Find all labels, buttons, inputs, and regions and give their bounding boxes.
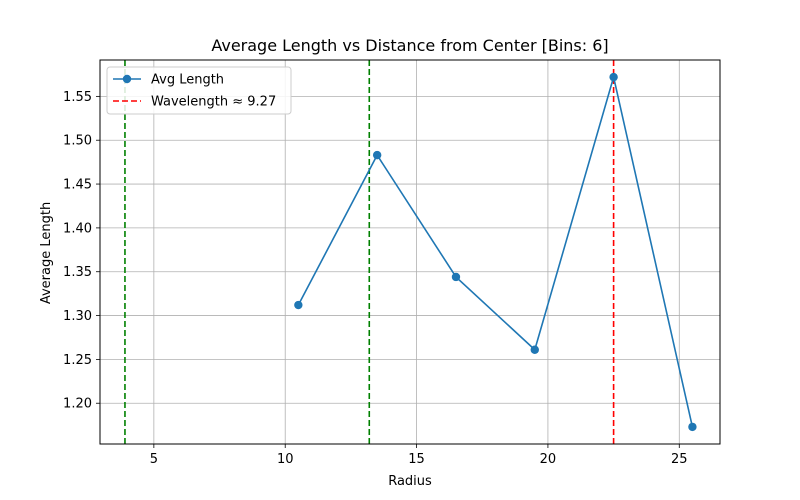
y-axis-title: Average Length <box>39 202 54 304</box>
x-tick-label: 10 <box>277 452 294 467</box>
ticks: 5 10 15 20 25 1.20 1.25 1.30 1.35 1.40 1.45 1.50 1.5… <box>63 90 688 467</box>
x-tick-label: 20 <box>540 452 557 467</box>
series-line <box>297 76 694 428</box>
y-tick-label: 1.35 <box>63 265 92 280</box>
y-tick-label: 1.45 <box>63 178 92 193</box>
data-point <box>294 300 303 310</box>
legend-box <box>106 66 292 115</box>
legend-label: Avg Length <box>151 73 224 88</box>
data-point <box>688 422 697 432</box>
data-point <box>530 345 539 354</box>
x-tick-label: 5 <box>150 452 158 467</box>
plot-frame <box>99 59 721 445</box>
y-tick-label: 1.40 <box>63 221 92 236</box>
data-point <box>372 150 382 160</box>
y-tick-label: 1.20 <box>63 397 92 412</box>
y-tick-label: 1.30 <box>63 309 92 324</box>
grid <box>100 60 720 444</box>
series <box>294 72 697 432</box>
reference-lines <box>124 60 615 444</box>
y-tick-label: 1.55 <box>63 90 92 105</box>
legend-marker-swatch <box>122 74 132 84</box>
legend-label: Wavelength ≈ 9.27 <box>151 95 276 110</box>
data-point <box>451 272 461 282</box>
y-tick-label: 1.25 <box>63 353 92 368</box>
x-tick-label: 25 <box>671 452 688 467</box>
legend: Avg Length Wavelength ≈ 9.27 <box>106 66 292 115</box>
y-tick-label: 1.50 <box>63 134 92 149</box>
x-tick-label: 15 <box>408 452 425 467</box>
chart-title: Average Length vs Distance from Center [… <box>211 36 608 55</box>
data-point <box>609 72 618 82</box>
x-axis-title: Radius <box>388 474 432 489</box>
